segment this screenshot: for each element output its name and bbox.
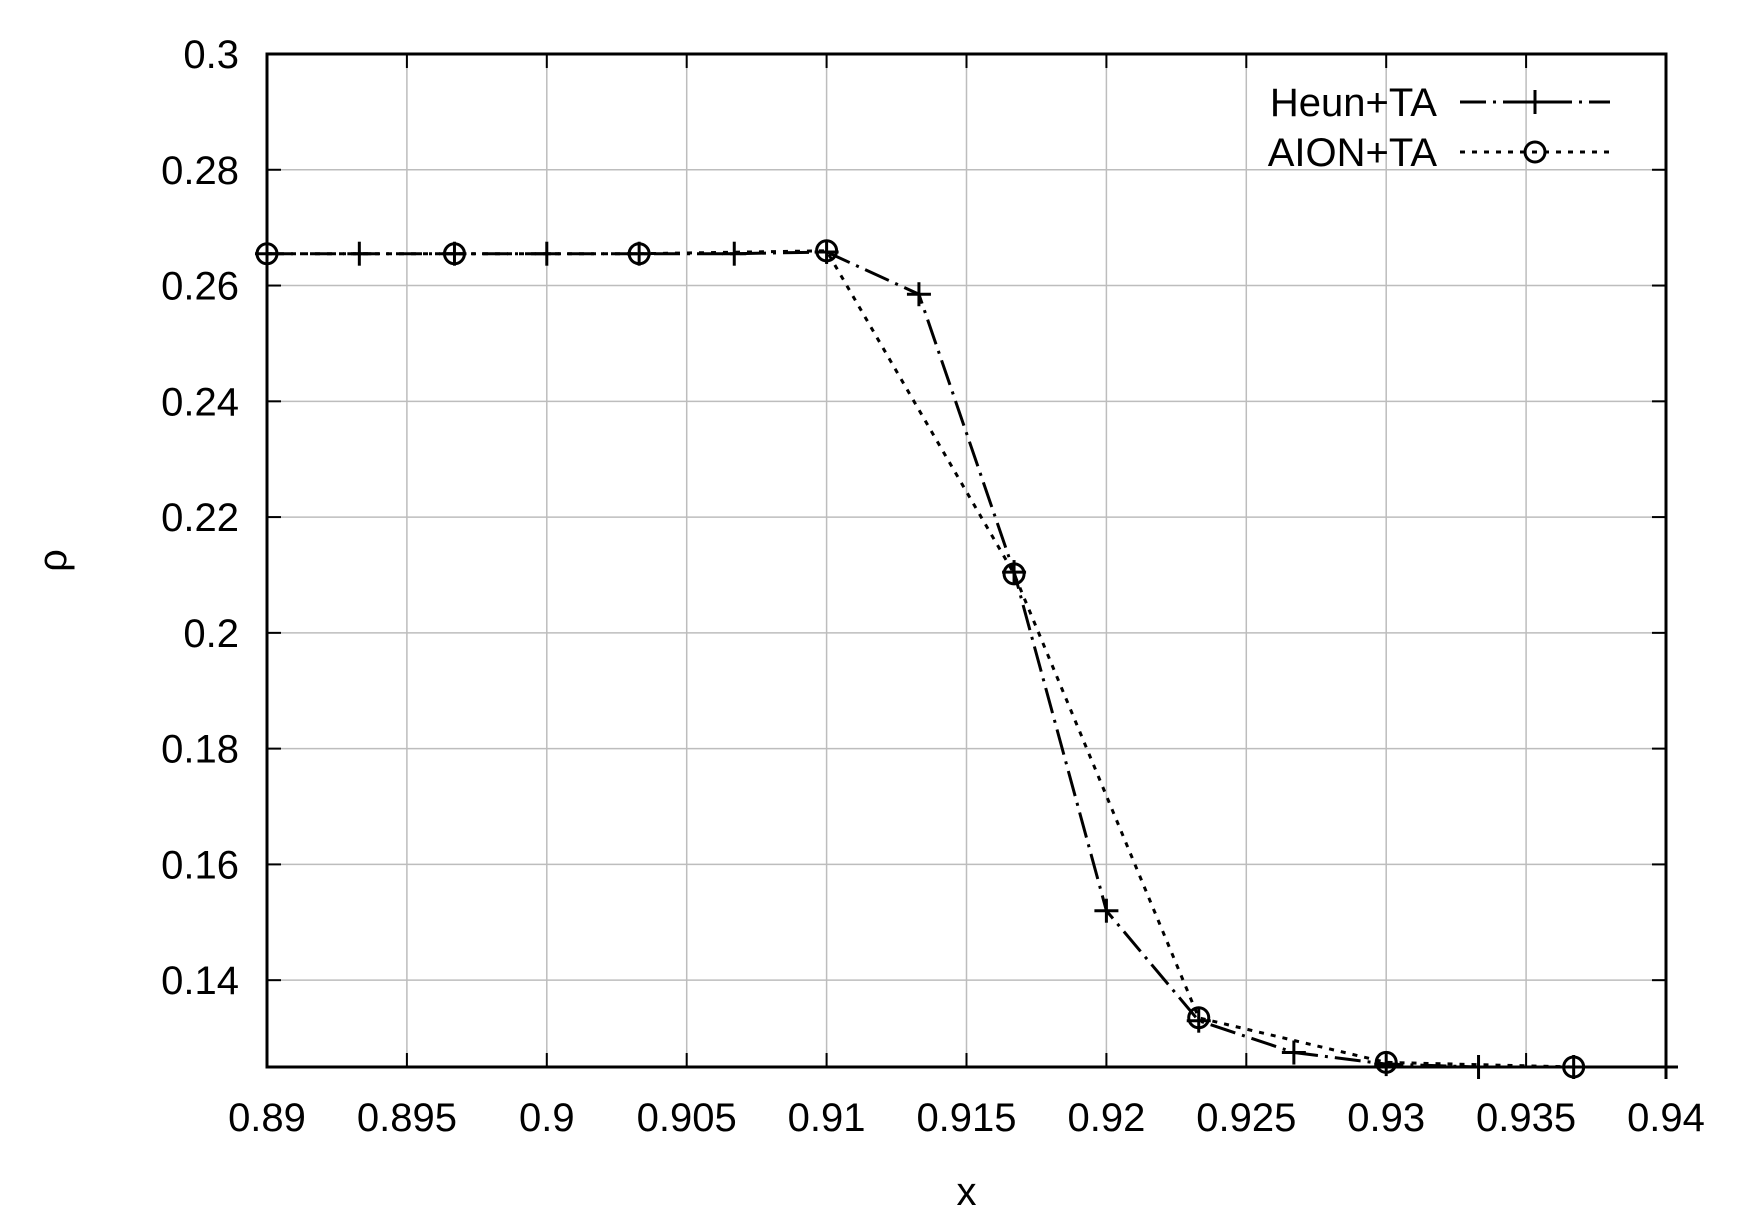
y-tick-label: 0.26 xyxy=(161,265,239,309)
legend-label-heun-ta: Heun+TA xyxy=(1270,81,1437,125)
x-tick-label: 0.905 xyxy=(637,1096,737,1140)
x-tick-label: 0.93 xyxy=(1347,1096,1425,1140)
series-line xyxy=(267,249,1574,1069)
data-point-plus xyxy=(906,282,931,307)
data-point-circle xyxy=(815,239,839,263)
data-point-circle xyxy=(1187,1006,1211,1030)
x-tick-label: 0.92 xyxy=(1067,1096,1145,1140)
legend-label-aion-ta: AION+TA xyxy=(1268,131,1438,175)
plot-frame xyxy=(265,52,1668,1069)
data-point-circle xyxy=(1002,562,1026,586)
y-tick-label: 0.22 xyxy=(161,496,239,540)
series-aion-ta xyxy=(255,239,1586,1079)
x-tick-label: 0.94 xyxy=(1627,1096,1705,1140)
legend: Heun+TA AION+TA xyxy=(1268,81,1610,175)
y-tick-label: 0.18 xyxy=(161,728,239,772)
y-axis-label: ρ xyxy=(31,549,75,572)
legend-sample-heun-ta xyxy=(1460,90,1610,114)
y-tick-label: 0.14 xyxy=(161,959,239,1003)
x-tick-label: 0.895 xyxy=(357,1096,457,1140)
x-tick-labels: 0.89 0.895 0.9 0.905 0.91 0.915 0.92 0.925 0.93 0… xyxy=(228,1096,1705,1140)
legend-sample-aion-ta xyxy=(1460,140,1610,164)
grid-lines xyxy=(267,54,1666,1067)
x-tick-label: 0.915 xyxy=(916,1096,1016,1140)
y-tick-label: 0.2 xyxy=(183,612,239,656)
data-point-plus xyxy=(1281,1040,1306,1065)
y-tick-label: 0.16 xyxy=(161,843,239,887)
data-point-circle xyxy=(442,242,466,266)
y-tick-labels: 0.14 0.16 0.18 0.2 0.22 0.24 0.26 0.28 0.3 xyxy=(161,33,239,1003)
y-tick-label: 0.24 xyxy=(161,380,239,424)
x-tick-label: 0.935 xyxy=(1476,1096,1576,1140)
x-tick-label: 0.91 xyxy=(788,1096,866,1140)
data-point-plus xyxy=(1523,90,1547,114)
data-point-circle xyxy=(1523,140,1547,164)
x-axis-label: x xyxy=(957,1170,977,1214)
y-tick-label: 0.3 xyxy=(183,33,239,77)
data-point-circle xyxy=(627,242,651,266)
y-tick-label: 0.28 xyxy=(161,149,239,193)
data-point-plus xyxy=(1094,898,1119,923)
x-tick-label: 0.89 xyxy=(228,1096,306,1140)
x-tick-label: 0.9 xyxy=(519,1096,575,1140)
x-tick-label: 0.925 xyxy=(1196,1096,1296,1140)
